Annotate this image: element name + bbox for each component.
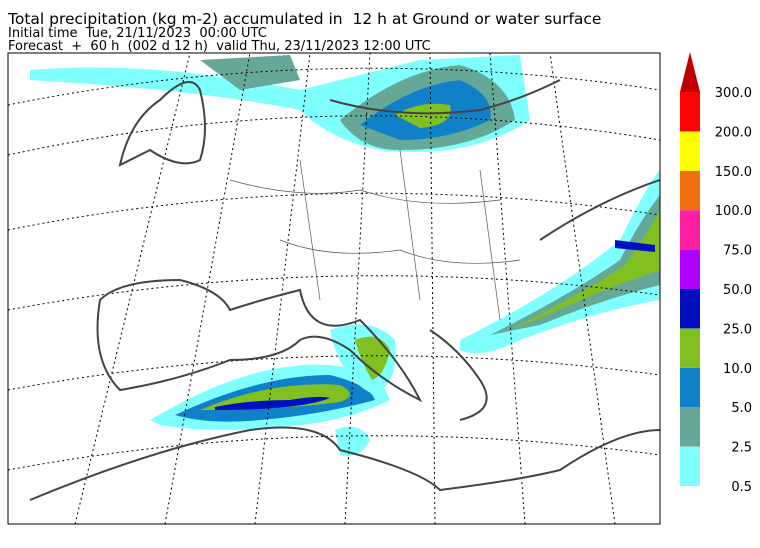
colorbar-label: 5.0	[731, 401, 752, 416]
colorbar-segment	[680, 407, 700, 447]
forecast-time: Forecast + 60 h (002 d 12 h) valid Thu, …	[8, 39, 431, 54]
colorbar-label: 0.5	[731, 480, 752, 495]
map	[7, 52, 661, 525]
colorbar-label: 200.0	[715, 125, 752, 140]
colorbar-label: 50.0	[723, 283, 752, 298]
colorbar-segment	[680, 249, 700, 289]
colorbar-segment	[680, 210, 700, 250]
colorbar-segment	[680, 446, 700, 486]
colorbar-label: 25.0	[723, 322, 752, 337]
colorbar-label: 100.0	[715, 204, 752, 219]
title: Total precipitation (kg m-2) accumulated…	[7, 10, 601, 28]
colorbar-label: 300.0	[715, 86, 752, 101]
initial-time: Initial time Tue, 21/11/2023 00:00 UTC	[8, 26, 267, 41]
colorbar-label: 2.5	[731, 441, 752, 456]
colorbar-label: 75.0	[723, 244, 752, 259]
colorbar-segment	[680, 92, 700, 132]
colorbar-over-arrow	[680, 52, 700, 92]
colorbar-segment	[680, 328, 700, 368]
colorbar: 0.5 2.5 5.0 10.0 25.0 50.0 75.0 100.0 150.0 200.0…	[680, 52, 752, 495]
colorbar-label: 10.0	[723, 362, 752, 377]
colorbar-segment	[680, 367, 700, 408]
colorbar-label: 150.0	[715, 165, 752, 180]
colorbar-segment	[680, 131, 700, 171]
colorbar-segment	[680, 170, 700, 211]
colorbar-segment	[680, 289, 700, 329]
